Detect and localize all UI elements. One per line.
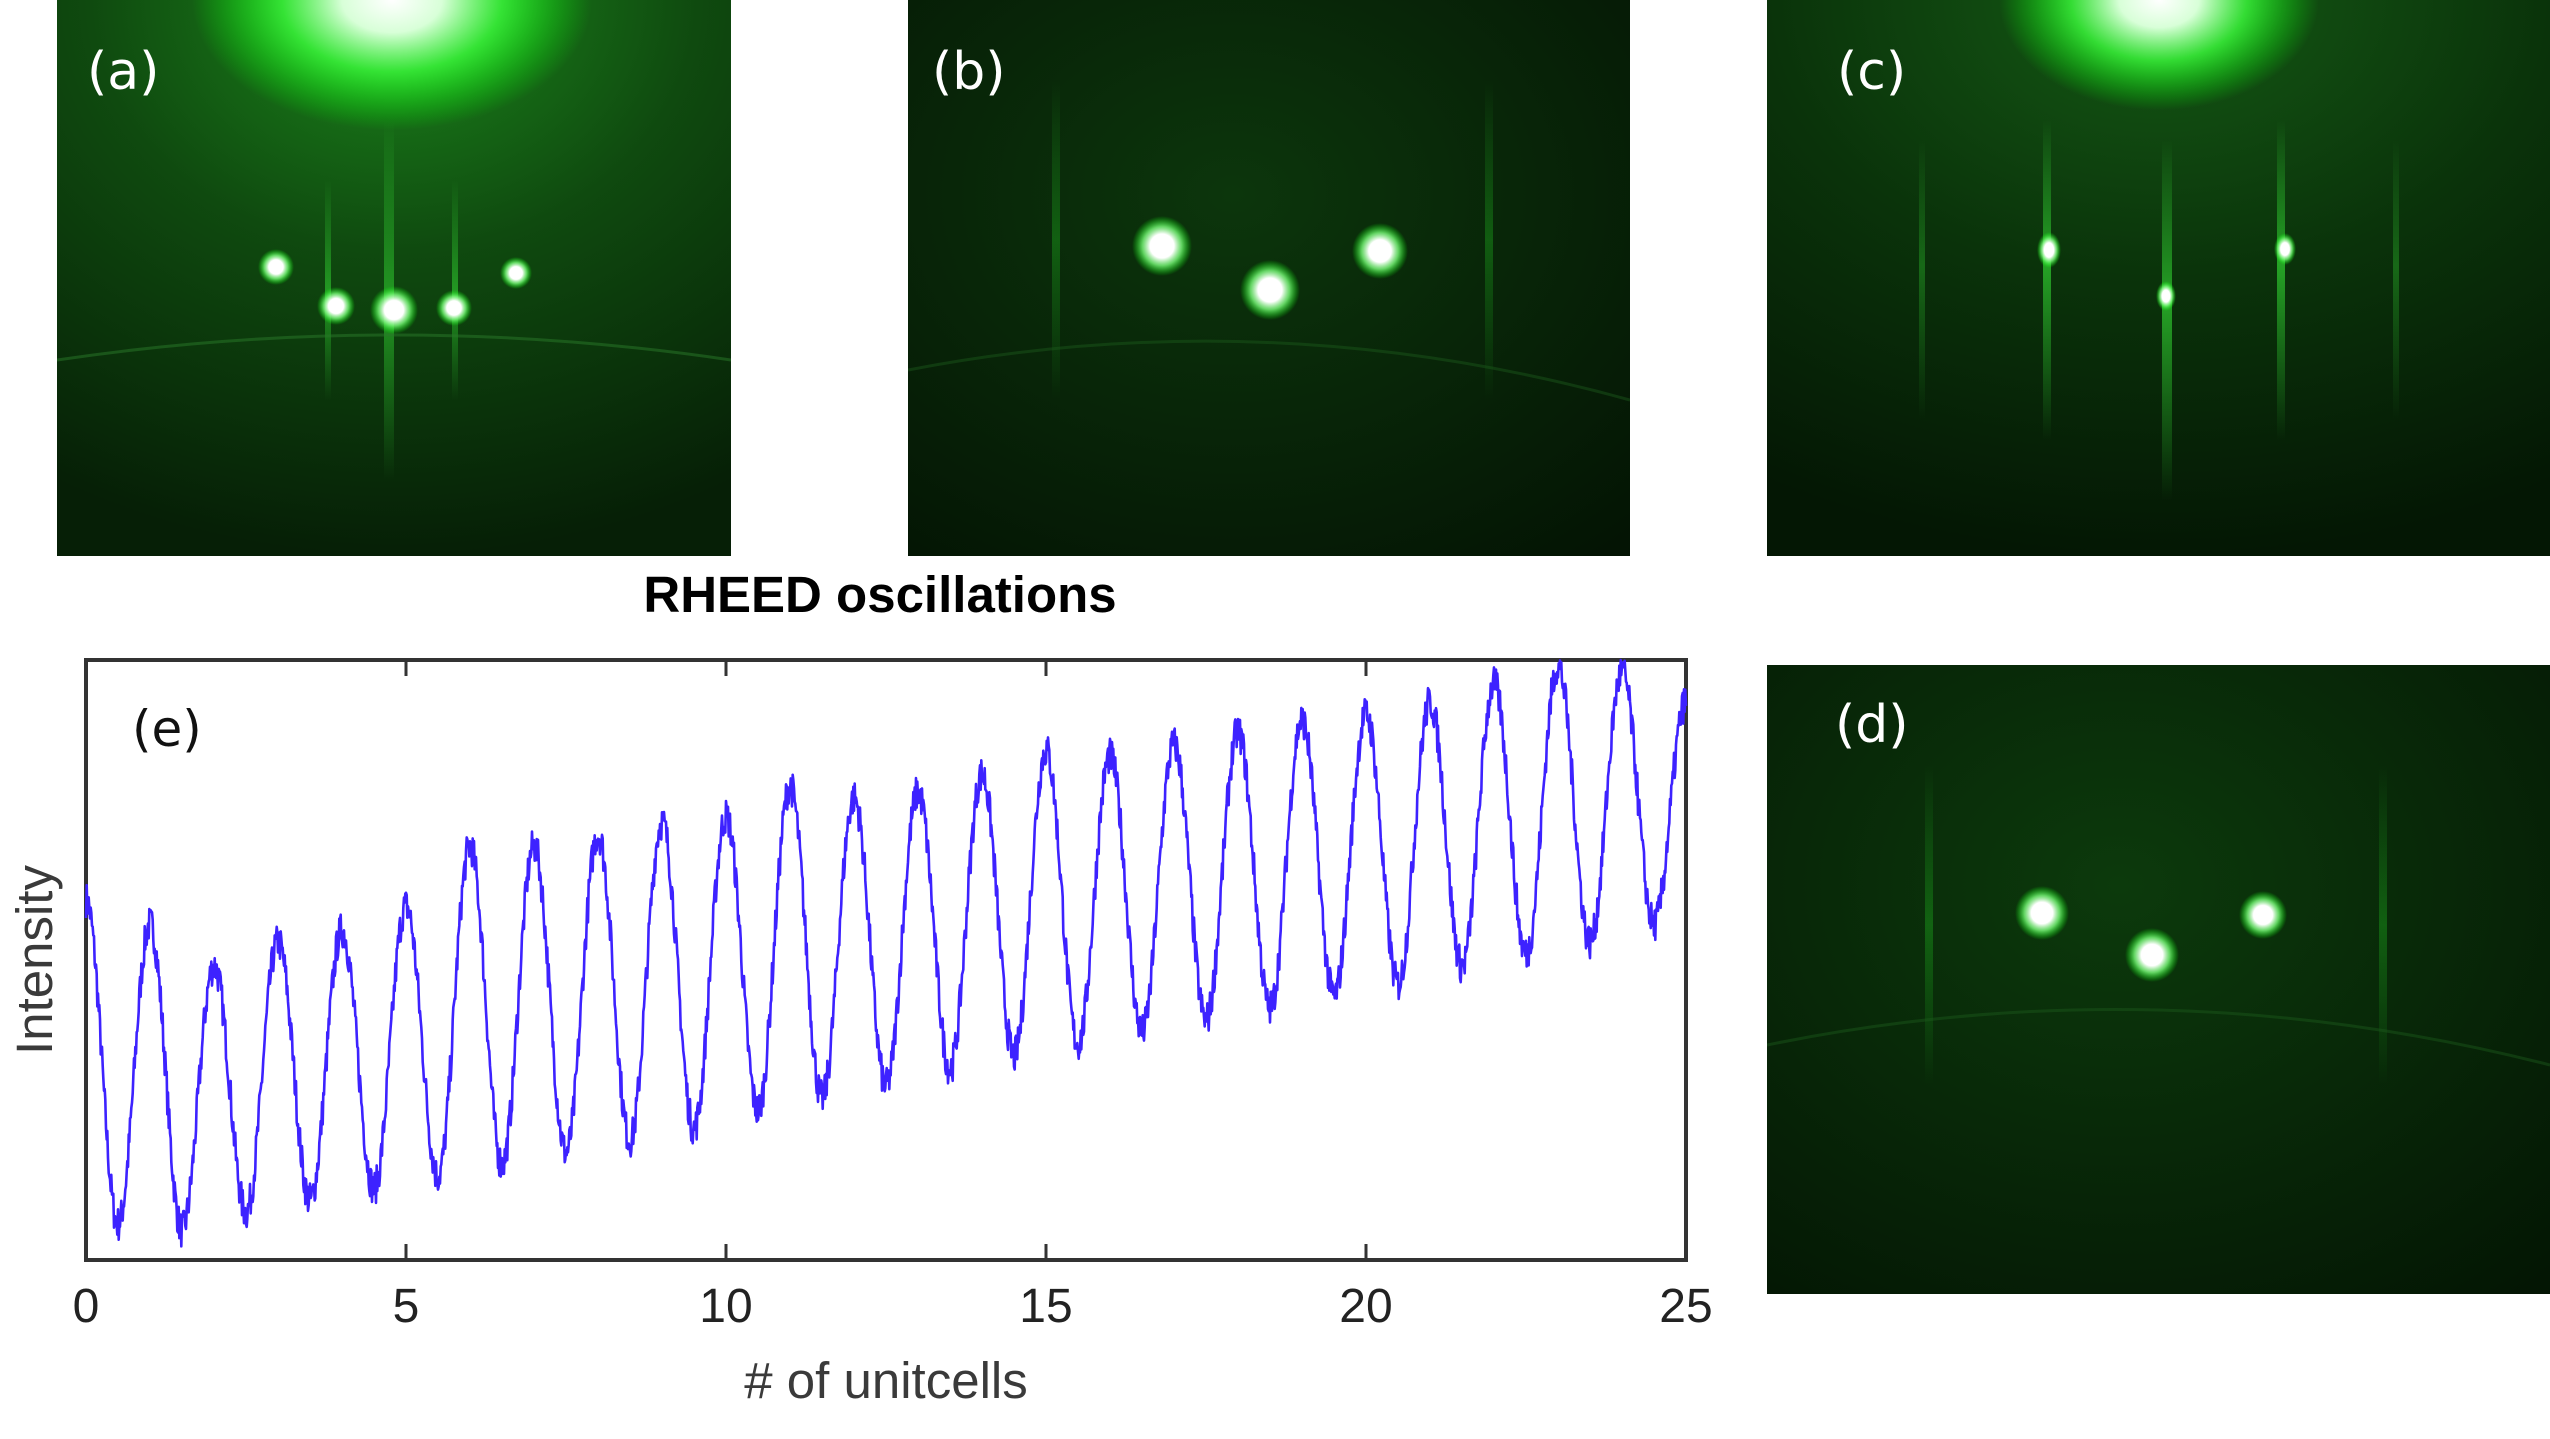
rheed-pattern-b [908,0,1630,556]
diffraction-spot [2125,928,2179,982]
rheed-pattern-d [1767,665,2550,1294]
panel-label-e: (e) [132,700,202,758]
rheed-oscillation-chart: RHEED oscillations 0 5 10 15 20 25 (e) # of u… [0,560,1740,1434]
x-tick-label: 10 [699,1280,752,1333]
rheed-image-c: (c) [1767,0,2550,556]
tick-layer: 0 5 10 15 20 25 [73,660,1713,1333]
rheed-image-a: (a) [57,0,731,556]
diffraction-spot [370,286,418,334]
x-tick-label: 20 [1339,1280,1392,1333]
direct-beam-glow [1999,0,2319,110]
rheed-pattern-a [57,0,731,556]
curve-layer [84,658,1688,1248]
diffraction-spot [500,257,532,289]
diffraction-spot [2015,886,2069,940]
diffraction-spot [1240,260,1300,320]
diffraction-spot [258,249,294,285]
intensity-series-line [84,658,1688,1248]
diffraction-spot [436,290,472,326]
plot-frame [84,658,1688,1262]
diffraction-spot [317,287,355,325]
diffraction-spot [1132,216,1192,276]
panel-label-c: (c) [1837,42,1907,102]
x-tick-label: 0 [73,1280,100,1333]
chart-svg: RHEED oscillations 0 5 10 15 20 25 (e) # of u… [6,566,1713,1409]
x-tick-label: 25 [1659,1280,1712,1333]
panel-label-a: (a) [87,42,160,102]
chart-title: RHEED oscillations [643,566,1116,623]
x-tick-label: 15 [1019,1280,1072,1333]
diffraction-spot [2274,233,2296,265]
x-tick-label: 5 [393,1280,420,1333]
panel-label-b: (b) [932,42,1006,102]
x-axis-label: # of unitcells [744,1352,1028,1409]
rheed-image-b: (b) [908,0,1630,556]
rheed-pattern-c [1767,0,2550,556]
diffraction-spot [2239,891,2287,939]
rheed-image-d: (d) [1767,665,2550,1294]
diffraction-spot [1352,223,1408,279]
diffraction-spot [2156,281,2176,311]
direct-beam-glow [192,0,592,130]
diffraction-spot [2037,232,2061,268]
y-axis-label: Intensity [6,865,63,1055]
panel-label-d: (d) [1835,695,1909,755]
